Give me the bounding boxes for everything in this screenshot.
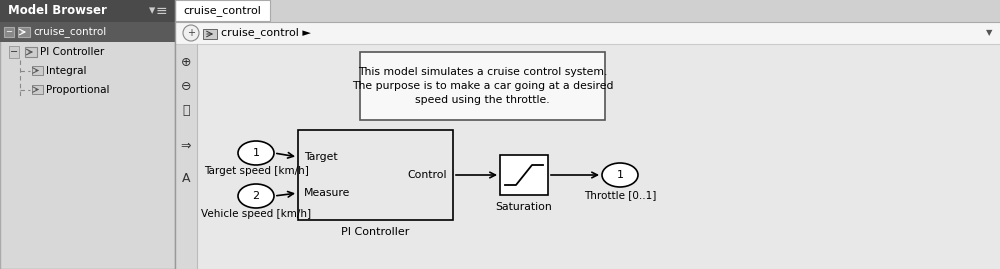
Text: −: − xyxy=(10,47,18,57)
Text: ▾: ▾ xyxy=(149,5,155,17)
Bar xyxy=(25,47,37,57)
Bar xyxy=(32,85,43,94)
Text: ≡: ≡ xyxy=(155,4,167,18)
Bar xyxy=(18,27,30,37)
Text: Throttle [0..1]: Throttle [0..1] xyxy=(584,190,656,200)
Text: cruise_control ►: cruise_control ► xyxy=(221,27,311,38)
Ellipse shape xyxy=(238,184,274,208)
Text: 1: 1 xyxy=(616,170,624,180)
Text: Target: Target xyxy=(304,152,338,162)
Bar xyxy=(203,29,217,39)
Text: A: A xyxy=(182,172,190,186)
Bar xyxy=(32,66,43,75)
Text: 2: 2 xyxy=(252,191,260,201)
Text: 1: 1 xyxy=(252,148,260,158)
Text: Target speed [km/h]: Target speed [km/h] xyxy=(204,166,308,176)
Text: Saturation: Saturation xyxy=(496,202,552,212)
Bar xyxy=(298,130,453,220)
Text: PI Controller: PI Controller xyxy=(341,227,410,237)
Ellipse shape xyxy=(238,141,274,165)
Bar xyxy=(175,0,270,21)
Ellipse shape xyxy=(602,163,638,187)
Bar xyxy=(4,27,14,37)
Text: Control: Control xyxy=(408,170,447,180)
Bar xyxy=(175,0,1000,22)
Text: ▼: ▼ xyxy=(986,29,992,37)
Text: Model Browser: Model Browser xyxy=(8,5,107,17)
Text: Integral: Integral xyxy=(46,66,87,76)
Text: Measure: Measure xyxy=(304,188,350,198)
Text: −: − xyxy=(6,27,12,37)
Bar xyxy=(0,22,175,42)
Text: Proportional: Proportional xyxy=(46,85,110,95)
Bar xyxy=(360,52,605,120)
Bar xyxy=(175,22,1000,44)
Circle shape xyxy=(183,25,199,41)
Text: ⊕: ⊕ xyxy=(181,55,191,69)
Text: This model simulates a cruise control system.
The purpose is to make a car going: This model simulates a cruise control sy… xyxy=(352,67,613,105)
Text: cruise_control: cruise_control xyxy=(33,27,106,37)
Bar xyxy=(500,155,548,195)
Text: +: + xyxy=(187,28,195,38)
Bar xyxy=(175,44,197,269)
Text: ⛶: ⛶ xyxy=(182,104,190,116)
Text: Vehicle speed [km/h]: Vehicle speed [km/h] xyxy=(201,209,311,219)
Bar xyxy=(0,0,175,22)
Text: ⇒: ⇒ xyxy=(181,140,191,153)
Bar xyxy=(0,0,175,269)
Text: cruise_control: cruise_control xyxy=(183,6,261,16)
Text: ⊖: ⊖ xyxy=(181,80,191,93)
Text: PI Controller: PI Controller xyxy=(40,47,104,57)
